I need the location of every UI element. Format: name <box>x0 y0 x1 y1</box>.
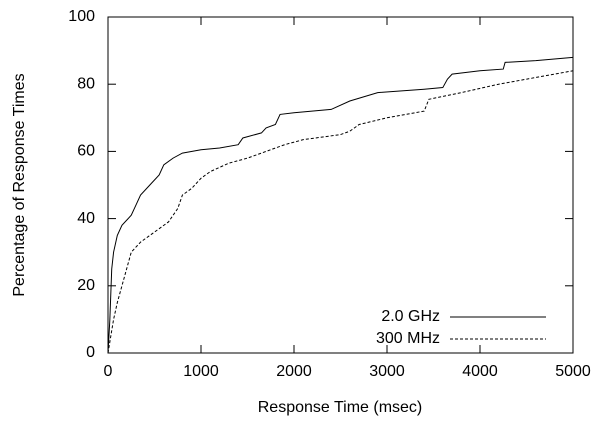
x-tick-label: 1000 <box>183 363 219 380</box>
y-tick-label: 0 <box>86 344 95 361</box>
legend-label: 2.0 GHz <box>381 308 440 325</box>
x-tick-label: 0 <box>104 363 113 380</box>
y-tick-label: 40 <box>77 210 95 227</box>
x-tick-label: 4000 <box>462 363 498 380</box>
series-line <box>107 70 574 354</box>
x-tick-label: 3000 <box>369 363 405 380</box>
y-axis-label: Percentage of Response Times <box>11 73 28 296</box>
series-line <box>107 56 574 354</box>
x-tick-label: 5000 <box>555 363 591 380</box>
y-tick-label: 60 <box>77 143 95 160</box>
plot-border <box>107 16 574 354</box>
legend-label: 300 MHz <box>376 330 440 347</box>
y-tick-label: 80 <box>77 75 95 92</box>
x-axis-label: Response Time (msec) <box>258 399 423 416</box>
x-tick-label: 2000 <box>276 363 312 380</box>
y-tick-label: 100 <box>68 8 95 25</box>
y-tick-label: 20 <box>77 277 95 294</box>
